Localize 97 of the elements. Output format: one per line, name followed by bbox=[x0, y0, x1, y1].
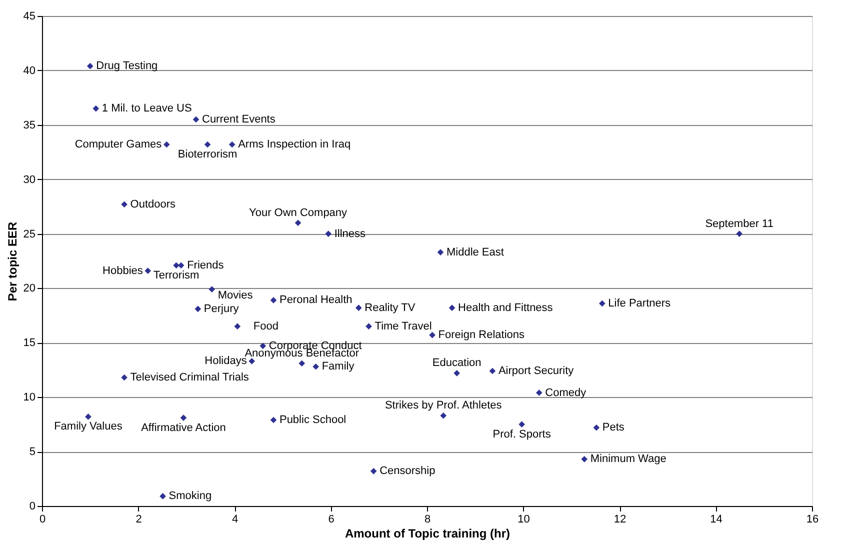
point bbox=[489, 368, 496, 374]
annotation: Prof. Sports bbox=[492, 428, 552, 440]
x-tick-label: 10 bbox=[518, 514, 530, 526]
y-tick-label: 30 bbox=[23, 174, 36, 186]
point bbox=[121, 374, 128, 381]
point bbox=[228, 141, 236, 148]
annotation: Comedy bbox=[545, 386, 587, 399]
point bbox=[178, 262, 184, 269]
annotation: Perjury bbox=[204, 302, 240, 315]
point bbox=[173, 262, 180, 269]
x-tick-label: 8 bbox=[424, 514, 431, 526]
annotation: Smoking bbox=[168, 490, 212, 502]
y-tick-label: 10 bbox=[23, 392, 36, 404]
y-tick-label: 40 bbox=[23, 64, 36, 77]
x-tick-label: 4 bbox=[232, 514, 238, 526]
y-axis-title: Per topic EER bbox=[5, 221, 20, 302]
y-tick-label: 35 bbox=[23, 119, 36, 132]
x-tick-label: 6 bbox=[328, 514, 334, 526]
point bbox=[429, 332, 436, 338]
annotation: Televised Criminal Trials bbox=[130, 372, 250, 384]
annotation: Terrorism bbox=[153, 269, 200, 282]
annotation: Family bbox=[322, 360, 355, 373]
point bbox=[270, 297, 277, 304]
annotation: Computer Games bbox=[74, 138, 162, 150]
x-tick-label: 14 bbox=[710, 514, 722, 526]
annotation: Your Own Company bbox=[249, 206, 348, 219]
annotation: Foreign Relations bbox=[438, 329, 526, 342]
point bbox=[208, 286, 216, 292]
annotation: Airport Security bbox=[498, 364, 574, 377]
y-tick-label: 45 bbox=[23, 10, 36, 22]
annotation: Pets bbox=[602, 422, 625, 434]
annotation: Public School bbox=[279, 414, 346, 426]
point bbox=[581, 456, 588, 462]
point bbox=[356, 304, 362, 311]
point bbox=[437, 249, 444, 256]
annotation: Outdoors bbox=[130, 198, 176, 210]
annotation: Life Partners bbox=[608, 297, 672, 310]
x-tick-label: 2 bbox=[136, 514, 142, 526]
annotation: Bioterrorism bbox=[178, 148, 238, 160]
annotation: Current Events bbox=[202, 113, 276, 126]
x-tick-label: 0 bbox=[39, 514, 46, 526]
annotation: September 11 bbox=[705, 218, 774, 230]
point bbox=[270, 416, 277, 424]
point bbox=[144, 268, 152, 274]
point bbox=[518, 421, 525, 428]
y-tick-label: 25 bbox=[23, 228, 36, 240]
point bbox=[121, 201, 128, 208]
point bbox=[736, 230, 742, 237]
point bbox=[440, 412, 447, 419]
point bbox=[180, 414, 187, 421]
point bbox=[192, 116, 200, 123]
annotation: Reality TV bbox=[364, 302, 416, 314]
y-tick-label: 0 bbox=[29, 500, 36, 512]
point bbox=[92, 105, 100, 112]
point bbox=[194, 306, 202, 312]
annotation: Drug Testing bbox=[96, 60, 158, 72]
annotation: Arms Inspection in Iraq bbox=[238, 138, 351, 150]
point bbox=[312, 363, 319, 370]
point bbox=[85, 414, 92, 420]
point bbox=[448, 304, 456, 311]
point bbox=[593, 424, 600, 431]
point bbox=[599, 300, 606, 307]
point bbox=[160, 493, 166, 500]
annotation: Education bbox=[432, 357, 482, 370]
annotation: Strikes by Prof. Athletes bbox=[384, 400, 502, 412]
y-tick-label: 15 bbox=[23, 337, 36, 350]
annotation: Minimum Wage bbox=[590, 453, 666, 466]
y-tick-label: 5 bbox=[29, 446, 36, 458]
point bbox=[86, 62, 94, 70]
point bbox=[325, 230, 332, 237]
annotation: Illness bbox=[334, 228, 366, 240]
annotation: Holidays bbox=[204, 355, 248, 368]
annotation: Time Travel bbox=[374, 320, 432, 332]
point bbox=[454, 370, 460, 376]
point bbox=[298, 360, 306, 367]
annotation: Movies bbox=[218, 289, 254, 302]
point bbox=[294, 220, 302, 226]
y-tick-label: 20 bbox=[23, 282, 36, 295]
annotation: 1 Mil. to Leave US bbox=[102, 102, 192, 115]
point bbox=[204, 141, 211, 148]
annotation: Friends bbox=[187, 259, 224, 272]
x-tick-label: 16 bbox=[806, 514, 819, 526]
point bbox=[234, 323, 241, 330]
annotation: Health and Fittness bbox=[458, 302, 554, 314]
annotation: Middle East bbox=[446, 246, 504, 258]
x-axis-title: Amount of Topic training (hr) bbox=[344, 526, 510, 540]
x-tick-label: 12 bbox=[614, 514, 626, 526]
annotation: Family Values bbox=[54, 420, 123, 433]
point bbox=[370, 468, 377, 474]
point bbox=[536, 390, 542, 396]
annotation: Food bbox=[253, 320, 278, 332]
annotation: Peronal Health bbox=[279, 294, 352, 306]
point bbox=[163, 141, 170, 148]
point bbox=[366, 323, 372, 330]
annotation: Affirmative Action bbox=[141, 422, 226, 434]
annotation: Censorship bbox=[380, 465, 436, 478]
annotation: Hobbies bbox=[102, 264, 144, 277]
